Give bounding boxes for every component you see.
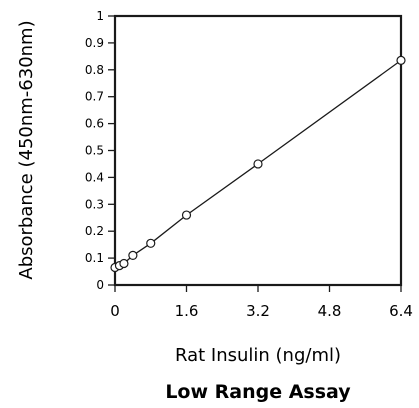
y-tick-label: 0.9	[85, 36, 104, 50]
y-tick-label: 0.4	[85, 170, 104, 184]
x-tick-label: 0	[110, 302, 120, 320]
x-axis: 0 1.6 3.2 4.8 6.4	[110, 285, 413, 320]
data-point	[119, 258, 129, 269]
y-tick-label: 0.1	[85, 251, 104, 265]
y-tick-label: 0.7	[85, 90, 104, 104]
plot-frame	[113, 14, 403, 287]
x-tick-label: 1.6	[175, 302, 199, 320]
data-series	[110, 55, 406, 273]
y-tick-label: 0.2	[85, 224, 104, 238]
data-point	[253, 159, 263, 169]
y-tick-label: 0.8	[85, 63, 104, 77]
y-tick-label: 0.3	[85, 197, 104, 211]
data-point	[146, 238, 156, 248]
x-tick-label: 6.4	[389, 302, 413, 320]
x-axis-label: Rat Insulin (ng/ml)	[175, 345, 341, 366]
y-tick-label: 0	[96, 278, 104, 292]
y-axis: 0 0.1 0.2 0.3 0.4 0.5 0.6 0.7 0.8 0.9 1	[85, 9, 115, 292]
y-tick-label: 1	[96, 9, 104, 23]
y-tick-label: 0.5	[85, 144, 104, 158]
y-axis-label: Absorbance (450nm-630nm)	[16, 20, 37, 279]
x-tick-label: 4.8	[318, 302, 342, 320]
data-point	[181, 210, 192, 220]
data-point	[396, 55, 406, 65]
x-tick-label: 3.2	[246, 302, 270, 320]
y-tick-label: 0.6	[85, 117, 104, 131]
data-point	[128, 250, 138, 261]
chart-title: Low Range Assay	[165, 381, 351, 403]
